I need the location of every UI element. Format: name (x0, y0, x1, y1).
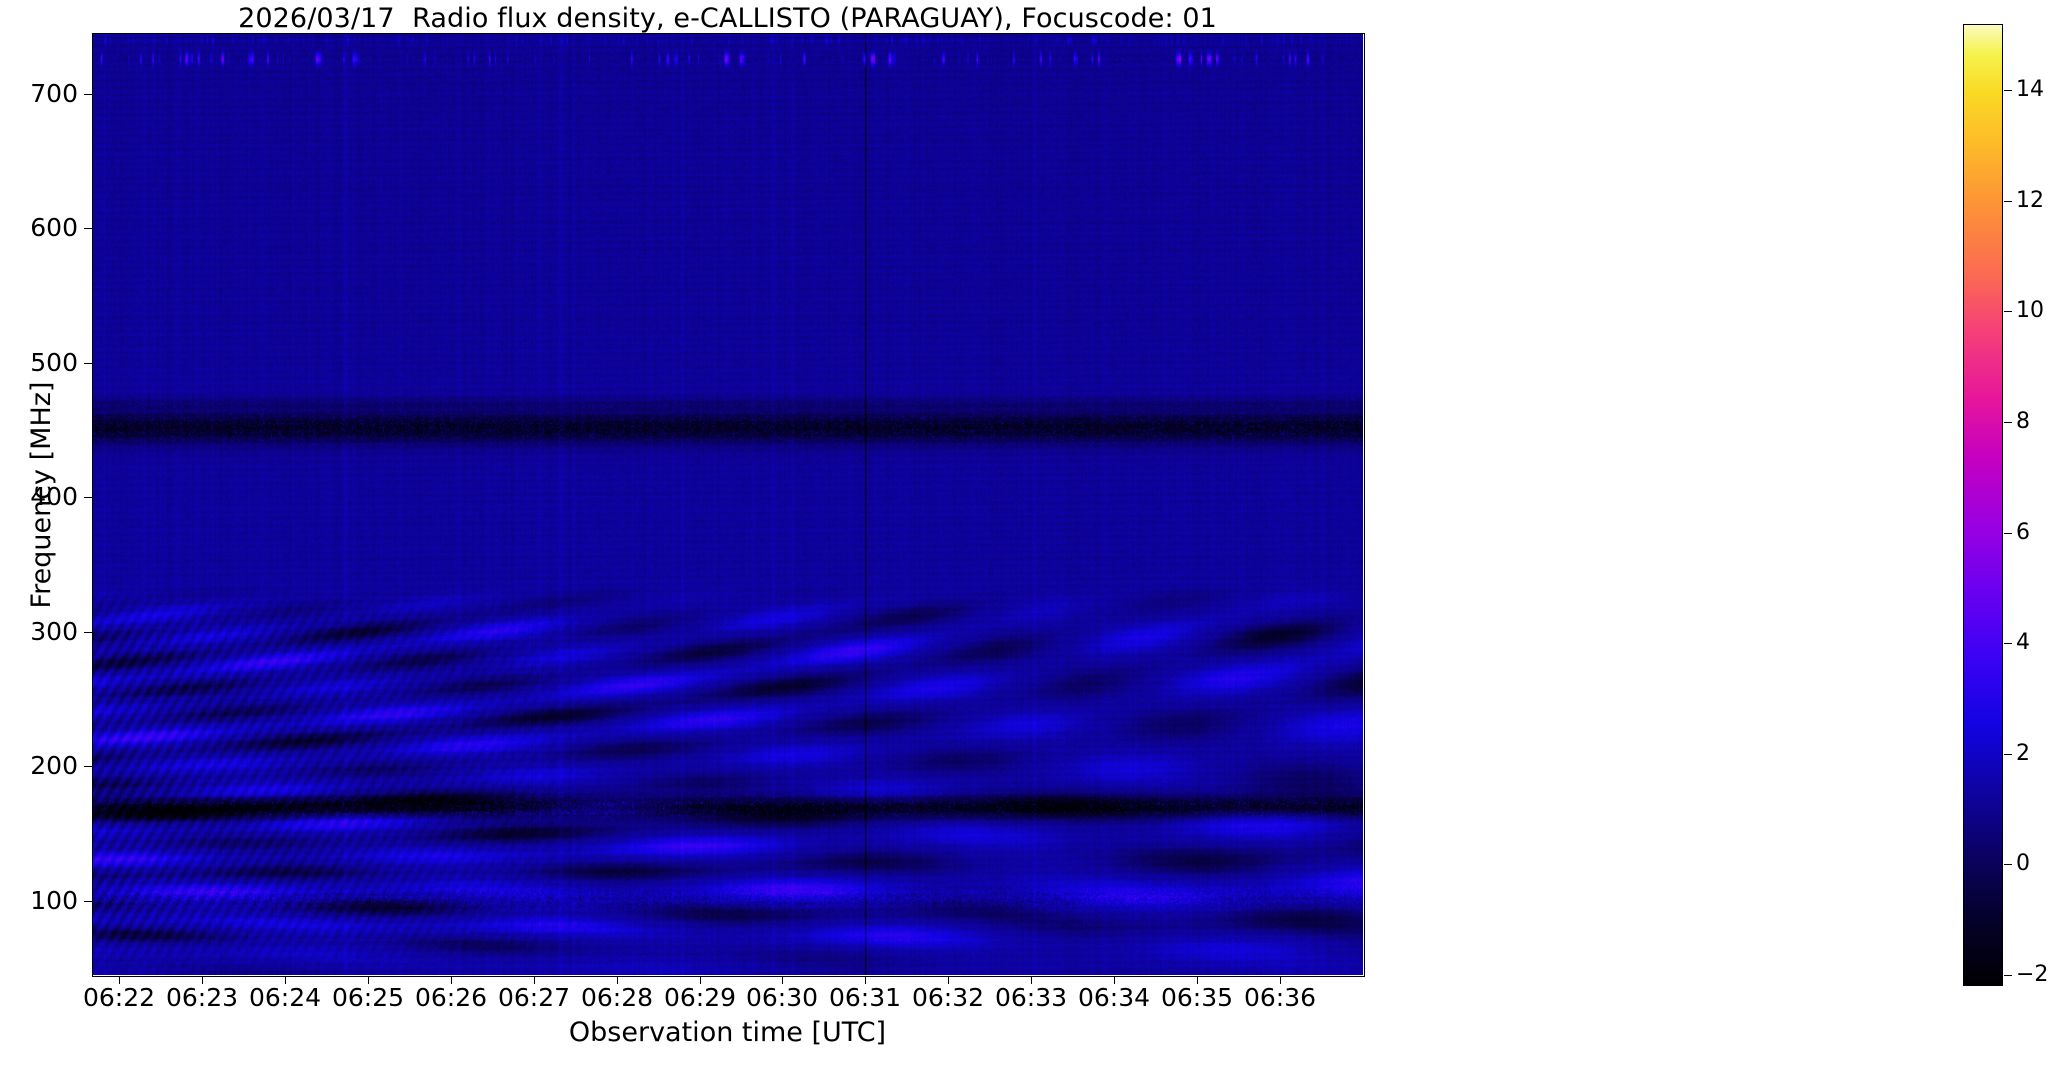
x-tick-label: 06:26 (414, 983, 488, 1012)
x-tick-mark (865, 976, 866, 984)
x-tick-mark (782, 976, 783, 984)
y-tick-label: 200 (30, 751, 78, 781)
y-tick-mark (84, 766, 92, 768)
x-tick-label: 06:25 (331, 983, 405, 1012)
y-tick-mark (84, 900, 92, 902)
x-tick-mark (534, 976, 535, 984)
x-tick-mark (948, 976, 949, 984)
colorbar-tick-label: 0 (2016, 851, 2030, 876)
y-axis-title: Frequency [MHz] (26, 381, 57, 609)
chart-title: 2026/03/17 Radio flux density, e-CALLIST… (238, 3, 1217, 34)
spectrogram-image (92, 33, 1363, 975)
y-tick-label: 500 (30, 347, 78, 377)
x-tick-label: 06:24 (248, 983, 322, 1012)
x-tick-mark (1114, 976, 1115, 984)
x-tick-mark (451, 976, 452, 984)
x-tick-label: 06:35 (1160, 983, 1234, 1012)
colorbar-tick-mark (2004, 311, 2012, 312)
colorbar-tick-label: 10 (2016, 298, 2044, 323)
y-tick-mark (84, 631, 92, 633)
x-tick-mark (1280, 976, 1281, 984)
x-tick-label: 06:36 (1243, 983, 1317, 1012)
colorbar-tick-label: 8 (2016, 409, 2030, 434)
x-tick-label: 06:34 (1077, 983, 1151, 1012)
colorbar-tick-mark (2004, 201, 2012, 202)
x-tick-mark (617, 976, 618, 984)
y-tick-label: 300 (30, 616, 78, 646)
colorbar-tick-mark (2004, 975, 2012, 976)
x-tick-mark (1197, 976, 1198, 984)
colorbar-tick-mark (2004, 422, 2012, 423)
colorbar-tick-label: 4 (2016, 630, 2030, 655)
y-tick-mark (84, 93, 92, 95)
x-tick-label: 06:27 (497, 983, 571, 1012)
y-tick-label: 700 (30, 78, 78, 108)
colorbar-tick-label: −2 (2016, 962, 2049, 987)
colorbar-tick-mark (2004, 643, 2012, 644)
x-tick-label: 06:32 (911, 983, 985, 1012)
x-tick-mark (700, 976, 701, 984)
y-tick-label: 600 (30, 213, 78, 243)
x-tick-label: 06:33 (994, 983, 1068, 1012)
x-tick-label: 06:31 (828, 983, 902, 1012)
colorbar-tick-label: 12 (2016, 188, 2044, 213)
colorbar-tick-label: 6 (2016, 520, 2030, 545)
x-axis-title: Observation time [UTC] (568, 1017, 887, 1048)
colorbar-tick-mark (2004, 864, 2012, 865)
x-tick-label: 06:23 (165, 983, 239, 1012)
colorbar-tick-label: 14 (2016, 77, 2044, 102)
x-tick-label: 06:30 (745, 983, 819, 1012)
spectrogram-plot-area (92, 33, 1363, 975)
colorbar-gradient (1963, 24, 2003, 986)
x-tick-label: 06:28 (580, 983, 654, 1012)
y-tick-mark (84, 228, 92, 230)
x-tick-mark (202, 976, 203, 984)
x-tick-mark (368, 976, 369, 984)
colorbar-tick-label: 2 (2016, 741, 2030, 766)
x-tick-label: 06:22 (82, 983, 156, 1012)
y-tick-mark (84, 362, 92, 364)
colorbar-tick-mark (2004, 754, 2012, 755)
x-tick-mark (1031, 976, 1032, 984)
y-tick-label: 400 (30, 482, 78, 512)
y-tick-mark (84, 497, 92, 499)
colorbar-tick-mark (2004, 533, 2012, 534)
x-tick-mark (285, 976, 286, 984)
y-tick-label: 100 (30, 885, 78, 915)
x-tick-label: 06:29 (663, 983, 737, 1012)
colorbar-tick-mark (2004, 90, 2012, 91)
x-tick-mark (119, 976, 120, 984)
